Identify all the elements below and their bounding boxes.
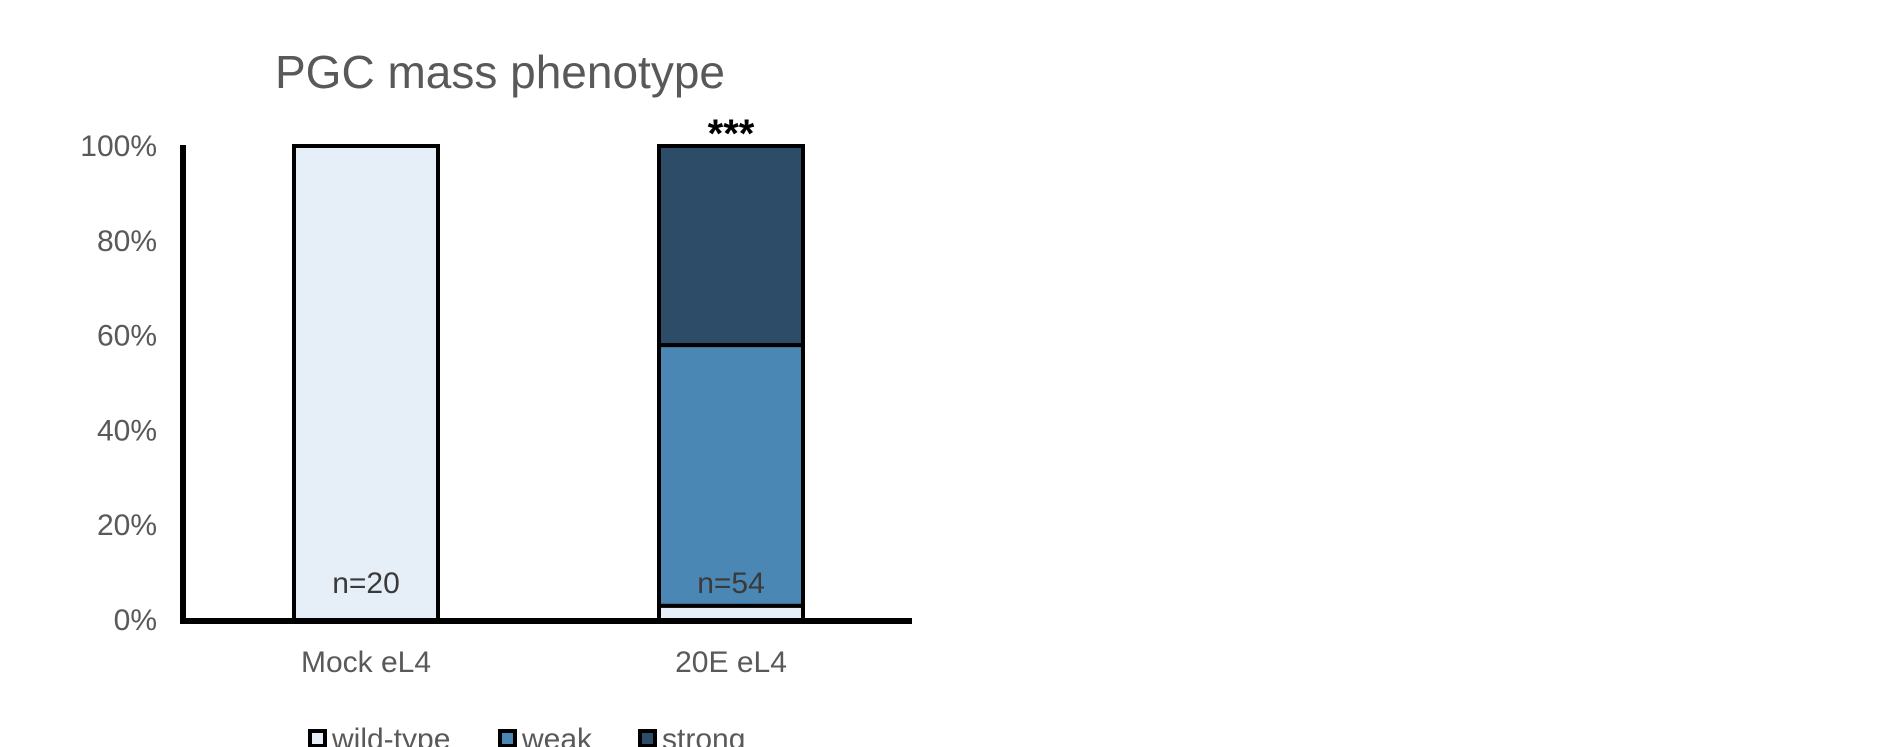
x-tick-label: Mock eL4 — [301, 646, 431, 679]
y-tick-label: 60% — [97, 320, 157, 353]
legend-swatch-strong — [638, 729, 657, 747]
bar-segment-wild-type — [657, 603, 805, 623]
y-tick-label: 100% — [80, 130, 157, 163]
y-tick-label: 20% — [97, 509, 157, 542]
legend-label-strong: strong — [662, 723, 745, 747]
sample-size-label: n=20 — [332, 567, 400, 600]
bar-segment-strong — [657, 144, 805, 348]
y-tick-label: 80% — [97, 225, 157, 258]
bars: n=20 n=54 *** — [292, 112, 805, 623]
y-tick-label: 0% — [114, 604, 157, 637]
y-axis-ticks: 0% 20% 40% 60% 80% 100% — [80, 130, 157, 637]
x-axis-tick-labels: Mock eL4 20E eL4 — [301, 646, 787, 679]
x-tick-label: 20E eL4 — [675, 646, 787, 679]
legend-label-wild-type: wild-type — [331, 723, 450, 747]
chart-title: PGC mass phenotype — [275, 46, 725, 98]
legend-label-weak: weak — [521, 723, 593, 747]
bar-segment-wild-type — [292, 144, 440, 622]
significance-marker: *** — [708, 112, 755, 156]
bar-segment-weak — [657, 343, 805, 608]
sample-size-label: n=54 — [697, 567, 765, 600]
legend-swatch-weak — [498, 729, 517, 747]
legend: wild-type weak strong — [308, 723, 745, 747]
legend-swatch-wild-type — [308, 729, 327, 747]
y-tick-label: 40% — [97, 414, 157, 447]
